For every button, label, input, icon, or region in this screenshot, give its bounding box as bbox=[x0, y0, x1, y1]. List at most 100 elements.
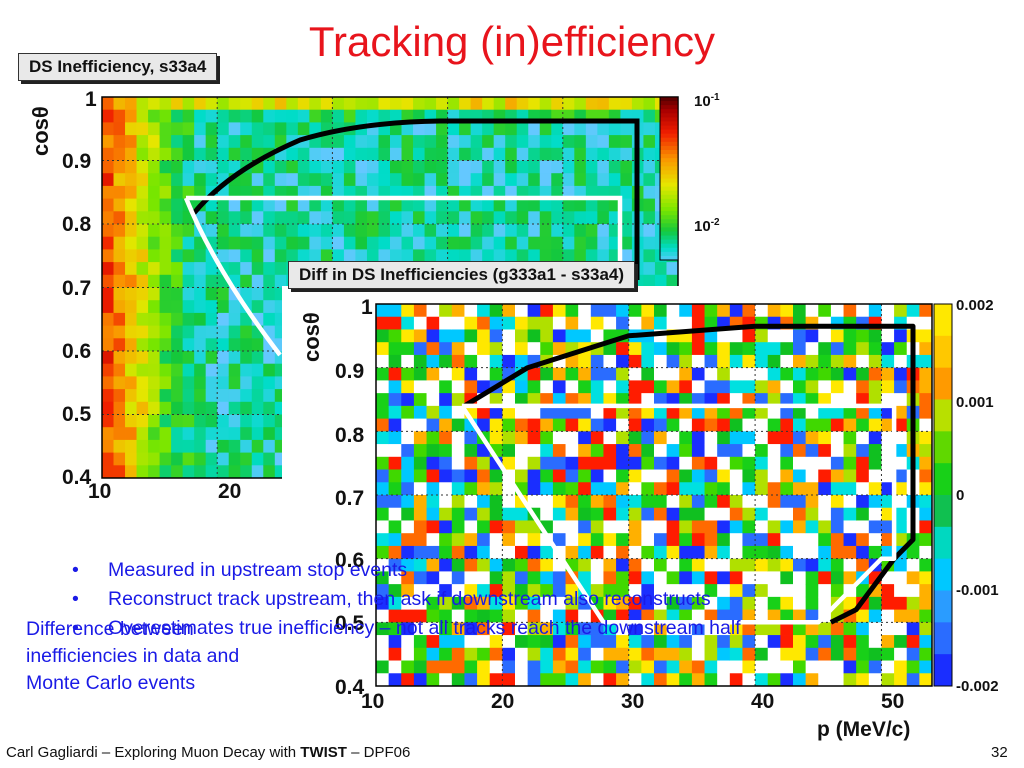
chart2-cell bbox=[628, 304, 642, 318]
chart1-cell bbox=[505, 135, 518, 149]
chart2-cell bbox=[856, 431, 870, 445]
chart2-cell bbox=[426, 380, 440, 394]
chart2-cell bbox=[552, 660, 566, 674]
chart1-cell bbox=[297, 147, 310, 161]
chart2-cell bbox=[805, 609, 819, 623]
chart2-cell bbox=[729, 558, 743, 572]
chart1-cell bbox=[482, 135, 495, 149]
chart2-cell bbox=[489, 329, 503, 343]
chart2-cell bbox=[477, 329, 491, 343]
chart2-cell bbox=[843, 380, 857, 394]
chart2-cell bbox=[919, 495, 933, 509]
chart1-cell bbox=[562, 147, 575, 161]
chart2-cell bbox=[515, 673, 529, 687]
chart1-cell bbox=[251, 185, 264, 199]
chart2-cell bbox=[755, 304, 769, 318]
chart2-cell bbox=[603, 354, 617, 369]
chart2-cell bbox=[894, 520, 908, 534]
chart2-cell bbox=[717, 596, 731, 610]
chart1-cell bbox=[102, 452, 114, 466]
chart2-cell bbox=[919, 354, 933, 369]
chart1-cell bbox=[620, 224, 633, 238]
chart2-cell bbox=[894, 456, 908, 470]
chart1-cell bbox=[159, 274, 172, 288]
chart1-cell bbox=[240, 287, 253, 301]
chart2-cell bbox=[868, 660, 882, 674]
chart2-colorbar-step bbox=[934, 399, 952, 432]
chart2-cell bbox=[628, 418, 642, 432]
chart2-cell bbox=[868, 545, 882, 560]
chart2-cell bbox=[755, 342, 769, 356]
chart2-cell bbox=[376, 660, 390, 674]
chart1-cell bbox=[194, 427, 207, 441]
chart1-cell bbox=[585, 109, 598, 123]
chart2-cell bbox=[894, 482, 908, 496]
chart1-cell bbox=[194, 122, 207, 136]
chart1-cell bbox=[447, 109, 460, 123]
chart1-cell bbox=[125, 427, 137, 441]
chart2-cell bbox=[426, 507, 440, 521]
chart1-cell bbox=[413, 211, 425, 225]
chart2-cell bbox=[830, 431, 844, 445]
chart1-cell bbox=[205, 338, 218, 352]
chart1-cell bbox=[182, 376, 195, 390]
chart2-cell bbox=[565, 380, 579, 394]
chart2-title: Diff in DS Inefficiencies (g333a1 - s33a… bbox=[288, 261, 636, 289]
chart2-cell bbox=[717, 380, 731, 394]
chart1-cell bbox=[562, 97, 575, 111]
chart1-colorbar-step bbox=[660, 251, 678, 257]
chart2-cell bbox=[691, 342, 705, 356]
chart1-cell bbox=[113, 122, 126, 136]
chart1-cell bbox=[551, 122, 564, 136]
chart1-cell bbox=[263, 122, 276, 136]
chart2-cell bbox=[830, 329, 844, 343]
bullet-glyph: • bbox=[72, 559, 79, 581]
chart2-cell bbox=[426, 431, 440, 445]
chart1-cell bbox=[102, 109, 114, 123]
chart1-cell bbox=[390, 160, 402, 174]
chart2-cell bbox=[742, 329, 756, 343]
chart2-cell bbox=[704, 609, 718, 623]
chart1-cell bbox=[136, 185, 149, 199]
chart2-cell bbox=[515, 609, 529, 623]
chart1-cell bbox=[205, 173, 218, 187]
chart1-cell bbox=[436, 135, 448, 149]
chart1-cell bbox=[539, 135, 552, 149]
chart2-cell bbox=[439, 354, 453, 369]
chart2-cell bbox=[805, 329, 819, 343]
chart1-cell bbox=[125, 325, 137, 339]
chart2-cell bbox=[413, 482, 427, 496]
chart1-cell bbox=[620, 109, 633, 123]
chart1-cell bbox=[539, 173, 552, 187]
chart2-cell bbox=[830, 342, 844, 356]
chart2-cell bbox=[679, 647, 693, 661]
chart1-cell bbox=[320, 109, 333, 123]
chart2-cell bbox=[628, 660, 642, 674]
chart1-cell bbox=[608, 160, 621, 174]
chart2-cell bbox=[780, 558, 794, 572]
chart2-cell bbox=[426, 456, 440, 470]
chart1-cell bbox=[320, 135, 333, 149]
chart2-cell bbox=[767, 444, 781, 458]
chart1-cell bbox=[217, 122, 230, 136]
chart1-cell bbox=[102, 389, 114, 403]
chart2-cell bbox=[401, 533, 415, 547]
chart1-cell bbox=[562, 109, 575, 123]
chart2-cell bbox=[793, 431, 807, 445]
chart1-cell bbox=[217, 236, 230, 250]
chart1-cell bbox=[159, 160, 172, 174]
chart2-cell bbox=[641, 609, 655, 623]
chart1-cell bbox=[136, 363, 149, 377]
chart2-cell bbox=[666, 469, 680, 483]
chart2-cell bbox=[616, 647, 630, 661]
bullet-item: • Overestimates true inefficiency – not a… bbox=[72, 614, 741, 643]
chart2-cell bbox=[729, 367, 743, 381]
chart2-cell bbox=[793, 393, 807, 407]
chart2-cell bbox=[451, 533, 465, 547]
chart1-cell bbox=[205, 97, 218, 111]
bullet-item: • Reconstruct track upstream, then ask if… bbox=[72, 585, 741, 614]
chart1-cell bbox=[297, 198, 310, 212]
chart2-cell bbox=[843, 558, 857, 572]
chart1-cell bbox=[482, 109, 495, 123]
chart1-cell bbox=[182, 109, 195, 123]
